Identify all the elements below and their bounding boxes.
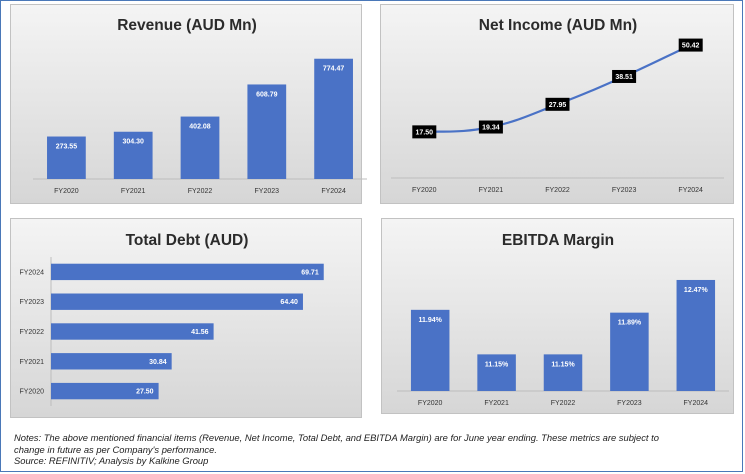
data-label-box bbox=[678, 38, 703, 52]
data-label: 27.95 bbox=[549, 102, 567, 109]
x-tick-label: FY2022 bbox=[551, 400, 576, 407]
data-label-box bbox=[412, 125, 437, 139]
bar bbox=[51, 382, 159, 400]
notes-line-2: change in future as per Company's perfor… bbox=[14, 443, 217, 455]
data-label: 608.79 bbox=[256, 91, 278, 98]
data-label: 69.71 bbox=[301, 269, 319, 276]
data-label: 11.94% bbox=[419, 317, 443, 324]
data-label-box bbox=[545, 97, 570, 111]
x-tick-label: FY2023 bbox=[255, 188, 280, 195]
x-tick-label: FY2023 bbox=[612, 187, 637, 194]
data-label-box bbox=[612, 69, 637, 83]
net-income-chart: Net Income (AUD Mn) 17.50 FY2020 19.34 FY20… bbox=[380, 4, 734, 204]
source-line: Source: REFINITIV; Analysis by Kalkine G… bbox=[14, 455, 209, 467]
chart-title: EBITDA Margin bbox=[502, 232, 614, 249]
bar bbox=[51, 353, 172, 370]
y-tick-label: FY2024 bbox=[19, 269, 44, 276]
data-label: 27.50 bbox=[136, 389, 154, 396]
x-tick-label: FY2024 bbox=[678, 187, 703, 194]
data-label: 30.84 bbox=[149, 359, 167, 366]
bar bbox=[51, 293, 303, 310]
data-label: 273.55 bbox=[56, 144, 78, 151]
data-label: 11.15% bbox=[551, 361, 575, 368]
net-income-chart-svg: Net Income (AUD Mn) 17.50 FY2020 19.34 FY20… bbox=[391, 17, 724, 194]
x-tick-label: FY2024 bbox=[321, 188, 346, 195]
total-debt-chart: Total Debt (AUD) 69.71 FY2024 64.40 FY2023 4… bbox=[10, 218, 362, 418]
bar bbox=[477, 354, 516, 391]
bar bbox=[51, 323, 214, 340]
data-label: 402.08 bbox=[189, 124, 211, 131]
y-tick-label: FY2023 bbox=[19, 299, 44, 306]
x-tick-label: FY2020 bbox=[54, 188, 79, 195]
bar bbox=[676, 279, 716, 391]
y-tick-label: FY2020 bbox=[19, 389, 44, 396]
ebitda-margin-chart-svg: EBITDA Margin 11.94% FY2020 11.15% FY2021 11… bbox=[397, 232, 729, 407]
x-tick-label: FY2020 bbox=[412, 187, 437, 194]
data-label: 304.30 bbox=[122, 139, 144, 146]
bar bbox=[543, 354, 583, 391]
data-label: 12.47% bbox=[684, 287, 709, 294]
bar bbox=[51, 263, 324, 281]
x-tick-label: FY2024 bbox=[684, 400, 709, 407]
y-tick-label: FY2021 bbox=[19, 359, 44, 366]
data-label: 11.15% bbox=[485, 361, 509, 368]
data-label: 11.89% bbox=[618, 320, 642, 327]
revenue-chart: Revenue (AUD Mn) 273.55 FY2020 304.30 FY202… bbox=[10, 4, 367, 204]
data-label: 17.50 bbox=[416, 129, 434, 136]
x-tick-label: FY2021 bbox=[121, 188, 146, 195]
chart-title: Total Debt (AUD) bbox=[126, 232, 249, 249]
x-tick-label: FY2022 bbox=[545, 187, 570, 194]
data-label: 50.42 bbox=[682, 43, 700, 50]
data-label: 41.56 bbox=[191, 329, 209, 336]
x-tick-label: FY2021 bbox=[479, 187, 504, 194]
data-label: 774.47 bbox=[323, 66, 345, 73]
total-debt-chart-svg: Total Debt (AUD) 69.71 FY2024 64.40 FY2023 4… bbox=[19, 232, 324, 406]
x-tick-label: FY2020 bbox=[418, 400, 443, 407]
bar bbox=[314, 58, 353, 179]
notes-line-1: Notes: The above mentioned financial ite… bbox=[14, 432, 659, 443]
bar bbox=[610, 312, 649, 391]
y-tick-label: FY2022 bbox=[19, 329, 44, 336]
data-label: 64.40 bbox=[280, 299, 298, 306]
x-tick-label: FY2021 bbox=[484, 400, 509, 407]
revenue-chart-svg: Revenue (AUD Mn) 273.55 FY2020 304.30 FY202… bbox=[33, 17, 367, 195]
chart-title: Net Income (AUD Mn) bbox=[479, 17, 637, 34]
chart-title: Revenue (AUD Mn) bbox=[117, 17, 257, 34]
data-label: 38.51 bbox=[615, 74, 633, 81]
data-label-box bbox=[478, 120, 503, 134]
net-income-line bbox=[424, 44, 692, 133]
x-tick-label: FY2023 bbox=[617, 400, 642, 407]
ebitda-margin-chart: EBITDA Margin 11.94% FY2020 11.15% FY2021 11… bbox=[381, 218, 734, 414]
data-label: 19.34 bbox=[482, 125, 500, 132]
x-tick-label: FY2022 bbox=[188, 188, 213, 195]
bar bbox=[247, 84, 287, 179]
bar bbox=[180, 116, 220, 179]
bar bbox=[47, 136, 86, 179]
notes: Notes: The above mentioned financial ite… bbox=[14, 432, 734, 467]
bar bbox=[113, 131, 153, 179]
bar bbox=[410, 309, 450, 391]
